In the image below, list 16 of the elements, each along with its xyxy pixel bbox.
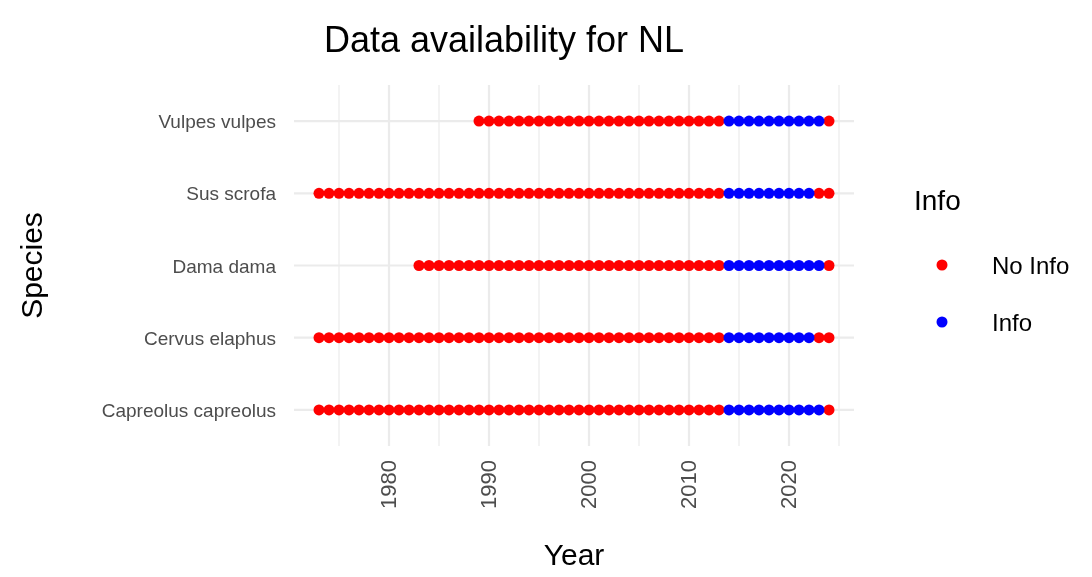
x-axis-title: Year [543, 538, 605, 571]
y-axis-title: Species [15, 212, 48, 319]
chart-title: Data availability for NL [323, 19, 685, 60]
y-tick-label: Vulpes vulpes [158, 111, 276, 133]
y-tick-label: Dama dama [172, 255, 277, 277]
legend-title: Info [914, 185, 961, 216]
x-tick-label: 1990 [476, 460, 501, 509]
x-tick-label: 1980 [376, 460, 401, 509]
legend-label: No Info [992, 252, 1070, 279]
y-tick-label: Sus scrofa [186, 183, 277, 205]
legend-label: Info [992, 309, 1033, 336]
y-tick-label: Cervus elaphus [143, 327, 276, 349]
x-tick-label: 2010 [676, 460, 701, 509]
x-tick-label: 2020 [776, 460, 801, 509]
y-tick-label: Capreolus capreolus [101, 399, 276, 421]
x-tick-label: 2000 [576, 460, 601, 509]
